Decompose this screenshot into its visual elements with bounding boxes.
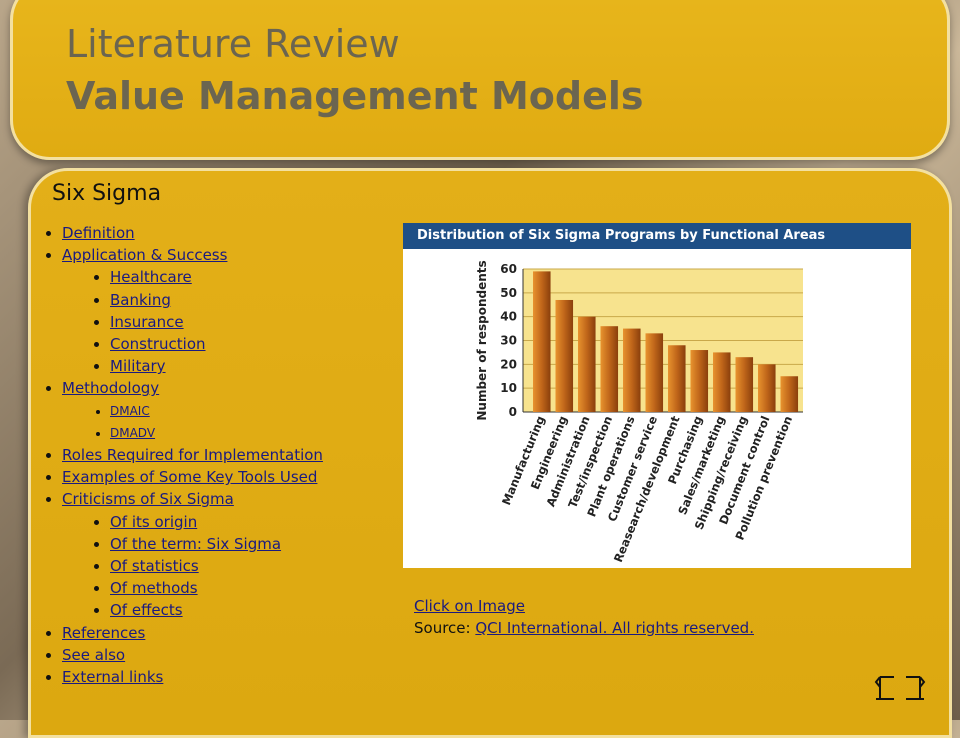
bar [780, 376, 799, 412]
link-criticisms[interactable]: Criticisms of Six Sigma [62, 490, 234, 509]
list-item: DMAIC [110, 400, 323, 422]
list-item: Healthcare [110, 266, 323, 288]
bar [623, 328, 641, 412]
section-title: Six Sigma [52, 181, 162, 206]
arrow-right-icon[interactable] [902, 673, 928, 703]
list-item: See also [62, 644, 323, 666]
list-item: Criticisms of Six Sigma Of its origin Of… [62, 488, 323, 621]
bar [758, 364, 776, 412]
list-item: Insurance [110, 311, 323, 333]
link-see-also[interactable]: See also [62, 645, 126, 664]
y-tick-label: 50 [500, 286, 517, 300]
bar [533, 271, 551, 412]
list-item: Construction [110, 333, 323, 355]
y-tick-label: 0 [509, 405, 517, 419]
bar [713, 352, 731, 412]
y-axis-label: Number of respondents [475, 260, 489, 420]
y-tick-label: 40 [500, 310, 517, 324]
page-subtitle: Value Management Models [66, 74, 644, 118]
list-item: Of methods [110, 577, 323, 599]
list-item: Definition [62, 222, 323, 244]
y-tick-label: 20 [500, 357, 517, 371]
link-military[interactable]: Military [110, 357, 166, 376]
y-tick-label: 10 [500, 381, 517, 395]
click-on-image-link[interactable]: Click on Image [414, 597, 525, 615]
link-methodology[interactable]: Methodology [62, 379, 160, 398]
list-item: Methodology DMAIC DMADV [62, 377, 323, 444]
bar [668, 345, 686, 412]
bar [690, 350, 709, 412]
bar [600, 326, 619, 412]
bar [735, 357, 754, 412]
list-item: Military [110, 355, 323, 377]
page-title: Literature Review [66, 22, 400, 66]
source-link[interactable]: QCI International. All rights reserved. [475, 619, 754, 637]
link-application[interactable]: Application & Success [62, 246, 228, 265]
link-effects[interactable]: Of effects [110, 601, 183, 620]
link-term[interactable]: Of the term: Six Sigma [110, 534, 282, 553]
bar [645, 333, 664, 412]
chart-title: Distribution of Six Sigma Programs by Fu… [403, 223, 911, 249]
list-item: External links [62, 666, 323, 688]
arrow-left-icon[interactable] [872, 673, 898, 703]
list-item: Of its origin [110, 511, 323, 533]
y-tick-label: 30 [500, 334, 517, 348]
image-caption: Click on Image Source: QCI International… [414, 595, 754, 639]
header-panel [10, 0, 950, 160]
link-references[interactable]: References [62, 623, 146, 642]
chart-image[interactable]: Distribution of Six Sigma Programs by Fu… [403, 223, 911, 568]
link-insurance[interactable]: Insurance [110, 312, 184, 331]
topic-menu: Definition Application & Success Healthc… [44, 222, 323, 688]
link-statistics[interactable]: Of statistics [110, 557, 199, 576]
link-dmaic[interactable]: DMAIC [110, 403, 150, 418]
list-item: Of statistics [110, 555, 323, 577]
list-item: DMADV [110, 422, 323, 444]
list-item: Roles Required for Implementation [62, 444, 323, 466]
list-item: Banking [110, 289, 323, 311]
link-methods[interactable]: Of methods [110, 579, 198, 598]
y-tick-label: 60 [500, 262, 517, 276]
list-item: References [62, 622, 323, 644]
link-definition[interactable]: Definition [62, 224, 135, 242]
list-item: Of effects [110, 599, 323, 621]
bar [578, 316, 596, 412]
link-origin[interactable]: Of its origin [110, 512, 198, 531]
list-item: Examples of Some Key Tools Used [62, 466, 323, 488]
source-label: Source: [414, 619, 471, 637]
link-healthcare[interactable]: Healthcare [110, 268, 192, 287]
bar [555, 299, 574, 412]
list-item: Application & Success Healthcare Banking… [62, 244, 323, 377]
link-roles[interactable]: Roles Required for Implementation [62, 446, 323, 465]
link-dmadv[interactable]: DMADV [110, 425, 156, 440]
link-external[interactable]: External links [62, 668, 164, 687]
list-item: Of the term: Six Sigma [110, 533, 323, 555]
link-banking[interactable]: Banking [110, 290, 171, 309]
link-construction[interactable]: Construction [110, 335, 206, 354]
link-tools[interactable]: Examples of Some Key Tools Used [62, 468, 318, 487]
